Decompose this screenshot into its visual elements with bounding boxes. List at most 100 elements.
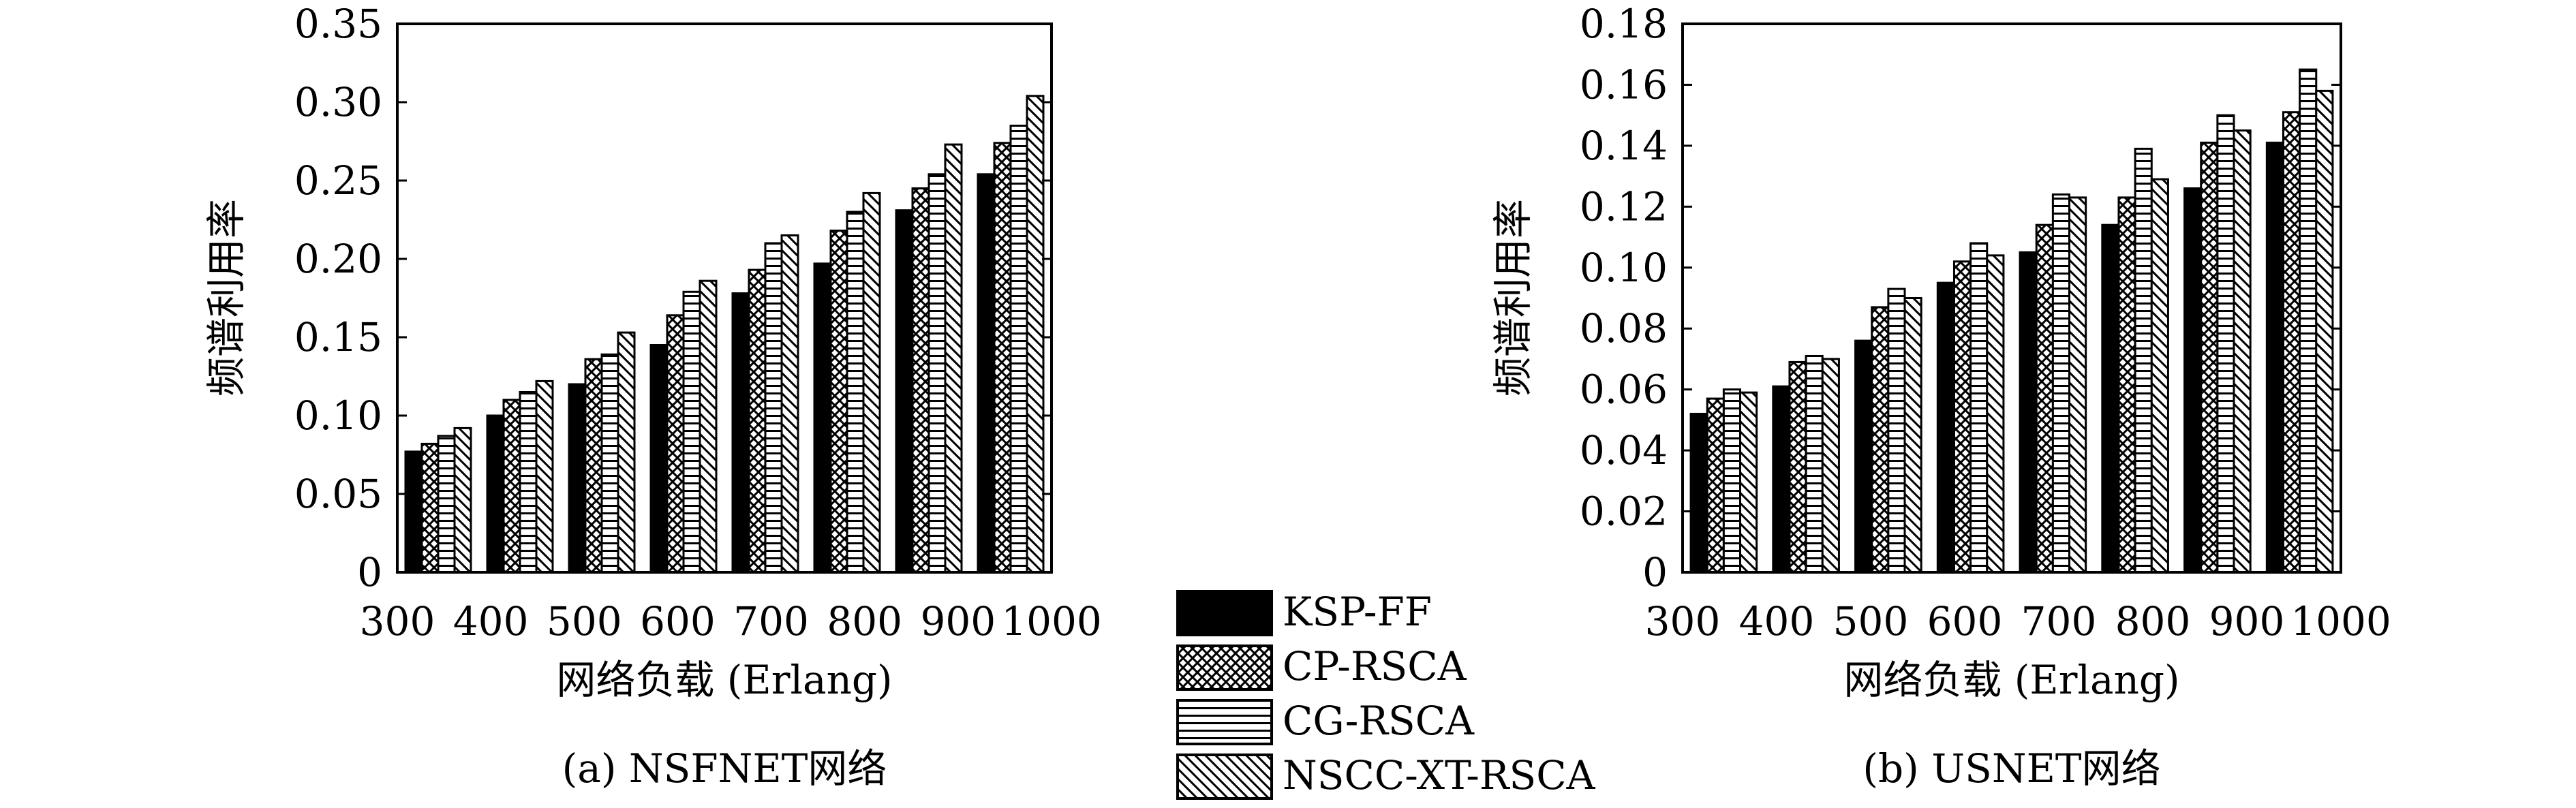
caption-nsfnet: (a) NSFNET网络 (562, 745, 887, 792)
bar-nsfnet-cp-rsca-900 (911, 187, 930, 574)
y-axis-ticks-usnet: 0 0.02 0.04 0.06 0.08 0.10 0.12 0.14 0.16 0.18 (1580, 1, 2341, 595)
legend-label-cp-rsca: CP-RSCA (1283, 643, 1467, 689)
bar-nsfnet-ksp-ff-700 (731, 292, 750, 574)
x-axis-ticks-nsfnet: 300 400 500 600 700 800 900 1000 (360, 598, 1102, 644)
bar-nsfnet-cp-rsca-600 (666, 314, 685, 574)
bar-usnet-ksp-ff-900 (2183, 187, 2203, 574)
bars-nsfnet (404, 95, 1045, 574)
bar-usnet-ksp-ff-500 (1854, 339, 1873, 574)
y-tick-label-nsfnet-6: 0.30 (294, 79, 382, 125)
x-tick-label-nsfnet-7: 1000 (1001, 598, 1102, 644)
y-tick-label-nsfnet-2: 0.10 (294, 392, 382, 439)
bar-nsfnet-nscc-xt-rsca-500 (617, 331, 636, 574)
y-axis-ticks-nsfnet: 0 0.05 0.10 0.15 0.20 0.25 0.30 0.35 (294, 1, 1052, 595)
bar-nsfnet-cp-rsca-300 (420, 442, 440, 574)
y-tick-label-usnet-2: 0.04 (1580, 427, 1668, 473)
bar-usnet-cp-rsca-500 (1871, 306, 1890, 574)
bar-usnet-nscc-xt-rsca-700 (2068, 196, 2087, 574)
bar-usnet-cg-rsca-1000 (2299, 68, 2318, 574)
bar-nsfnet-ksp-ff-500 (568, 383, 587, 574)
bar-nsfnet-nscc-xt-rsca-900 (944, 143, 963, 574)
bar-nsfnet-cg-rsca-500 (600, 353, 619, 574)
bar-nsfnet-cp-rsca-800 (829, 230, 848, 574)
bar-usnet-ksp-ff-1000 (2265, 141, 2284, 574)
x-tick-label-nsfnet-1: 400 (453, 598, 529, 644)
bar-nsfnet-cp-rsca-1000 (993, 142, 1012, 574)
y-tick-label-usnet-5: 0.10 (1580, 245, 1668, 291)
bar-nsfnet-cg-rsca-800 (846, 211, 865, 574)
y-tick-label-usnet-6: 0.12 (1580, 183, 1668, 230)
x-tick-label-usnet-0: 300 (1645, 598, 1721, 644)
chart-panel-nsfnet: 0 0.05 0.10 0.15 0.20 0.25 0.30 0.35 300 400 500 6… (203, 1, 1102, 792)
bar-usnet-cp-rsca-700 (2035, 223, 2054, 574)
bar-nsfnet-ksp-ff-400 (486, 414, 505, 574)
bar-usnet-ksp-ff-300 (1689, 412, 1708, 574)
legend-label-ksp-ff: KSP-FF (1283, 589, 1432, 635)
x-tick-label-usnet-1: 400 (1739, 598, 1815, 644)
bars-usnet (1689, 68, 2334, 574)
bar-nsfnet-cg-rsca-900 (927, 173, 947, 574)
bar-nsfnet-nscc-xt-rsca-700 (780, 234, 799, 574)
x-tick-label-nsfnet-3: 600 (640, 598, 716, 644)
caption-usnet: (b) USNET网络 (1862, 745, 2160, 792)
x-tick-label-nsfnet-0: 300 (360, 598, 435, 644)
x-tick-label-nsfnet-4: 700 (733, 598, 809, 644)
bar-usnet-nscc-xt-rsca-800 (2150, 178, 2169, 574)
y-tick-label-usnet-0: 0 (1642, 549, 1668, 595)
bar-usnet-cg-rsca-900 (2216, 114, 2235, 574)
y-tick-label-nsfnet-1: 0.05 (294, 471, 382, 517)
bar-nsfnet-cg-rsca-400 (519, 391, 538, 574)
legend-swatch-ksp-ff (1176, 590, 1273, 636)
y-tick-label-usnet-7: 0.14 (1580, 123, 1668, 169)
x-tick-label-nsfnet-5: 800 (827, 598, 902, 644)
x-axis-ticks-usnet: 300 400 500 600 700 800 900 1000 (1645, 598, 2391, 644)
y-tick-label-nsfnet-4: 0.20 (294, 236, 382, 282)
bar-usnet-cp-rsca-400 (1788, 360, 1807, 574)
bar-nsfnet-ksp-ff-800 (813, 262, 832, 574)
bar-usnet-nscc-xt-rsca-600 (1986, 254, 2005, 574)
legend-item-nscc-xt-rsca: NSCC-XT-RSCA (1176, 752, 1596, 800)
y-tick-label-nsfnet-5: 0.25 (294, 157, 382, 204)
x-tick-label-nsfnet-6: 900 (920, 598, 996, 644)
x-tick-label-usnet-2: 500 (1833, 598, 1909, 644)
legend-swatch-cp-rsca (1176, 644, 1273, 691)
bar-usnet-cg-rsca-800 (2134, 147, 2153, 574)
bar-nsfnet-cp-rsca-500 (584, 358, 603, 574)
bar-usnet-cp-rsca-600 (1952, 260, 1972, 574)
bar-nsfnet-ksp-ff-300 (404, 450, 423, 574)
bar-usnet-ksp-ff-400 (1772, 385, 1791, 574)
bar-nsfnet-nscc-xt-rsca-300 (453, 426, 472, 574)
bar-nsfnet-cg-rsca-600 (682, 290, 701, 574)
bar-usnet-cg-rsca-400 (1805, 354, 1824, 574)
y-tick-label-nsfnet-3: 0.15 (294, 314, 382, 360)
bar-usnet-nscc-xt-rsca-300 (1739, 391, 1758, 574)
y-tick-label-usnet-3: 0.06 (1580, 367, 1668, 413)
bar-usnet-nscc-xt-rsca-500 (1903, 297, 1922, 574)
x-axis-label-nsfnet: 网络负载 (Erlang) (556, 657, 892, 703)
bar-usnet-cp-rsca-1000 (2282, 111, 2301, 574)
bar-nsfnet-nscc-xt-rsca-400 (535, 379, 554, 574)
legend-item-cp-rsca: CP-RSCA (1176, 643, 1467, 691)
bar-nsfnet-cp-rsca-700 (748, 268, 767, 574)
legend: KSP-FF CP-RSCA CG-RSCA NSCC-XT-RSCA (1176, 589, 1596, 800)
bar-usnet-nscc-xt-rsca-1000 (2315, 89, 2334, 574)
legend-item-ksp-ff: KSP-FF (1176, 589, 1432, 636)
y-tick-label-usnet-4: 0.08 (1580, 305, 1668, 352)
bar-usnet-cg-rsca-300 (1722, 388, 1742, 574)
x-tick-label-usnet-5: 800 (2115, 598, 2191, 644)
plot-frame-usnet (1681, 22, 2342, 574)
bar-usnet-cp-rsca-900 (2200, 141, 2219, 574)
bar-usnet-nscc-xt-rsca-900 (2233, 129, 2252, 574)
y-tick-label-nsfnet-0: 0 (357, 549, 382, 595)
bar-nsfnet-ksp-ff-900 (895, 209, 914, 574)
legend-swatch-nscc-xt-rsca (1176, 753, 1273, 800)
bar-nsfnet-nscc-xt-rsca-600 (699, 279, 718, 574)
bar-usnet-nscc-xt-rsca-400 (1821, 358, 1840, 574)
bar-nsfnet-ksp-ff-600 (649, 344, 669, 574)
bar-usnet-cg-rsca-500 (1887, 288, 1906, 574)
y-axis-label-usnet: 频谱利用率 (1490, 199, 1536, 397)
bar-nsfnet-cg-rsca-700 (764, 242, 783, 574)
x-tick-label-usnet-4: 700 (2021, 598, 2097, 644)
bar-nsfnet-ksp-ff-1000 (977, 173, 996, 574)
x-tick-label-nsfnet-2: 500 (547, 598, 622, 644)
